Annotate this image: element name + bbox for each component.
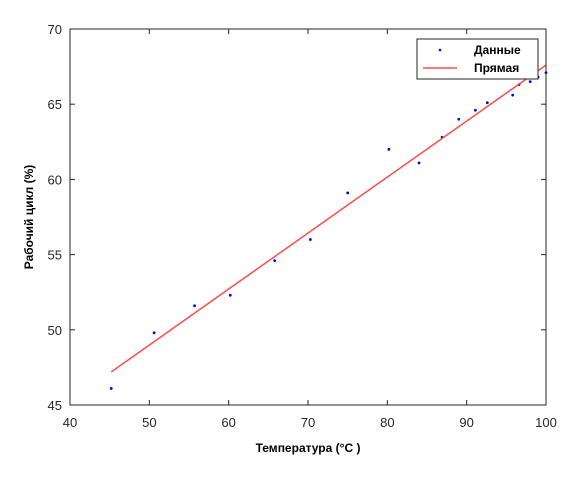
plot-frame [69,28,547,406]
x-tick-label: 100 [535,415,557,430]
data-point [511,93,515,97]
legend-marker-data [438,48,442,52]
legend: Данные Прямая [416,38,539,80]
data-point [193,304,196,308]
y-tick-label: 65 [48,97,62,112]
data-point [485,101,489,105]
legend-box [416,38,539,80]
data-point [417,161,421,165]
x-tick-label: 80 [380,415,394,430]
y-tick-label: 45 [48,398,62,413]
data-point [152,331,156,335]
y-tick-label: 60 [48,172,62,187]
data-point [473,108,477,112]
x-tick-label: 90 [459,415,473,430]
data-point [346,191,350,195]
fit-line [110,64,547,373]
data-point [387,147,391,151]
y-tick-label: 55 [48,248,62,263]
y-tick-label: 70 [48,22,62,37]
y-tick-label: 50 [48,323,62,338]
x-tick-label: 60 [221,415,235,430]
data-point [457,117,461,121]
data-point [109,387,113,390]
x-tick-label: 40 [63,415,77,430]
data-point [273,259,277,263]
data-point [228,293,232,297]
legend-label-data: Данные [474,43,521,57]
x-tick-label: 70 [301,415,315,430]
x-tick-label: 50 [142,415,156,430]
y-axis-label: Рабочий цикл (%) [22,165,36,270]
legend-label-line: Прямая [474,61,519,75]
data-point [308,238,312,241]
data-point [528,80,532,84]
x-axis-label: Температура (°C ) [256,441,361,455]
